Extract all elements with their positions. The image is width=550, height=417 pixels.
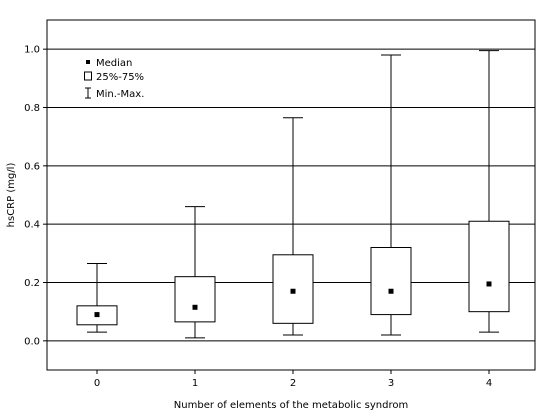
box-group	[272, 117, 314, 336]
legend: Median 25%-75% Min.-Max.	[84, 58, 144, 100]
median-marker	[290, 288, 296, 294]
iqr-box	[468, 220, 510, 313]
box-group	[370, 54, 412, 336]
boxes	[76, 50, 510, 339]
x-tick-label: 1	[192, 378, 198, 389]
iqr-box	[174, 276, 216, 323]
y-tick-label: 0.0	[24, 336, 40, 347]
x-tick-label: 2	[290, 378, 296, 389]
legend-label: Median	[96, 58, 132, 69]
y-tick-label: 0.8	[24, 103, 40, 114]
x-ticks: 0 1 2 3 4	[94, 370, 492, 389]
plot-frame	[46, 19, 536, 371]
legend-label: 25%-75%	[96, 72, 144, 83]
median-marker	[94, 312, 100, 318]
y-tick-label: 0.6	[24, 161, 40, 172]
y-tick-label: 1.0	[24, 45, 40, 56]
y-tick-label: 0.2	[24, 278, 40, 289]
x-tick-label: 3	[388, 378, 394, 389]
median-marker	[388, 288, 394, 294]
y-ticks: 0.0 0.2 0.4 0.6 0.8 1.0	[24, 45, 47, 347]
y-tick-label: 0.4	[24, 220, 40, 231]
x-tick-label: 0	[94, 378, 100, 389]
box-group	[76, 263, 118, 333]
x-tick-label: 4	[486, 378, 492, 389]
legend-median-icon	[86, 60, 90, 64]
iqr-box	[370, 247, 412, 316]
legend-box-icon	[84, 71, 92, 81]
median-marker	[192, 304, 198, 310]
x-axis-title: Number of elements of the metabolic synd…	[174, 400, 408, 411]
box-group	[468, 50, 510, 333]
median-marker	[486, 281, 492, 287]
box-group	[174, 206, 216, 339]
legend-label: Min.-Max.	[96, 89, 144, 100]
y-axis-title: hsCRP (mg/l)	[6, 163, 17, 228]
gridlines	[47, 48, 535, 342]
